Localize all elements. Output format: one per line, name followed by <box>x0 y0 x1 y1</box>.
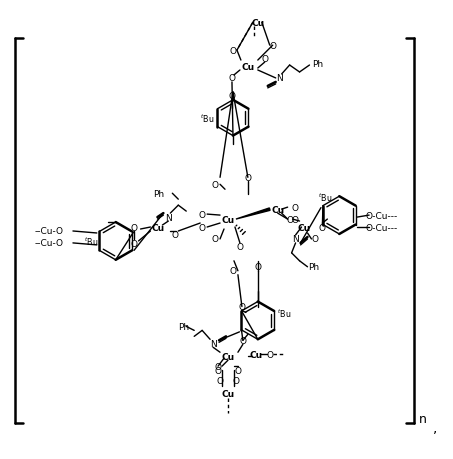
Text: n: n <box>419 413 427 425</box>
Text: Cu: Cu <box>241 62 255 71</box>
Text: O: O <box>130 223 137 232</box>
Text: O: O <box>238 302 246 311</box>
Text: O: O <box>266 350 273 359</box>
Text: O-Cu---: O-Cu--- <box>366 223 398 232</box>
Text: O: O <box>228 92 236 101</box>
Text: O: O <box>244 174 251 182</box>
Text: Ph: Ph <box>308 263 319 272</box>
Text: O: O <box>286 215 293 224</box>
Text: O: O <box>172 231 179 240</box>
Text: O: O <box>232 376 240 385</box>
Text: N: N <box>210 339 217 348</box>
Text: Cu: Cu <box>271 205 284 214</box>
Text: Cu: Cu <box>222 352 235 361</box>
Text: O: O <box>215 362 222 371</box>
Text: O: O <box>215 366 222 375</box>
Text: O-Cu---: O-Cu--- <box>366 211 398 220</box>
Text: O: O <box>217 376 223 385</box>
Text: Ph: Ph <box>312 59 323 68</box>
Text: N: N <box>165 213 172 222</box>
Text: Ph: Ph <box>178 322 189 331</box>
Text: O: O <box>291 215 298 224</box>
Text: Cu: Cu <box>152 223 165 232</box>
Text: O: O <box>261 55 268 63</box>
Text: O: O <box>312 235 319 244</box>
Text: Cu: Cu <box>222 215 235 224</box>
Text: O: O <box>212 235 218 244</box>
Text: N: N <box>276 74 283 83</box>
Text: $^t$Bu: $^t$Bu <box>200 112 214 124</box>
Text: Cu: Cu <box>298 223 311 232</box>
Text: O: O <box>130 240 137 249</box>
Text: --Cu-O: --Cu-O <box>34 227 63 236</box>
Text: Cu: Cu <box>251 19 265 28</box>
Text: $^t$Bu: $^t$Bu <box>84 235 98 247</box>
Text: O: O <box>235 366 241 375</box>
Polygon shape <box>236 208 270 219</box>
Text: O: O <box>236 243 243 252</box>
Text: O: O <box>269 42 276 50</box>
Text: O: O <box>230 267 236 276</box>
Text: $^t$Bu: $^t$Bu <box>276 307 291 319</box>
Text: Ph: Ph <box>153 189 164 198</box>
Text: --Cu-O: --Cu-O <box>34 239 63 248</box>
Text: ,: , <box>433 420 437 434</box>
Text: O: O <box>212 180 218 190</box>
Text: O: O <box>254 263 261 272</box>
Text: $^t$Bu: $^t$Bu <box>318 191 333 204</box>
Text: N: N <box>292 235 299 244</box>
Text: O: O <box>228 74 236 83</box>
Text: O: O <box>319 223 326 232</box>
Text: Cu: Cu <box>222 390 235 398</box>
Text: Cu: Cu <box>249 350 262 359</box>
Text: O: O <box>239 336 246 345</box>
Text: O: O <box>199 223 206 232</box>
Text: O: O <box>230 46 236 56</box>
Text: O: O <box>291 203 298 212</box>
Text: O: O <box>199 210 206 219</box>
